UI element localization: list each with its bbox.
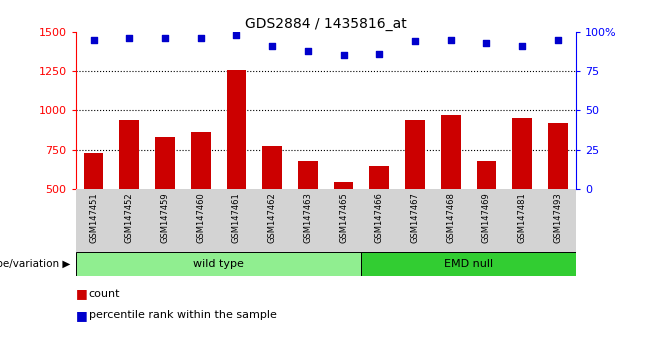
Text: GSM147467: GSM147467 — [411, 192, 420, 243]
Text: ■: ■ — [76, 309, 91, 321]
Text: GSM147463: GSM147463 — [303, 192, 313, 243]
Bar — [226, 70, 246, 189]
Point — [410, 39, 420, 44]
Title: GDS2884 / 1435816_at: GDS2884 / 1435816_at — [245, 17, 407, 31]
Point — [374, 51, 384, 57]
Text: EMD null: EMD null — [444, 259, 493, 269]
Bar — [84, 153, 103, 189]
Bar — [120, 120, 139, 189]
Point — [195, 35, 206, 41]
Point — [481, 40, 492, 46]
Text: GSM147459: GSM147459 — [161, 192, 170, 242]
Point — [267, 43, 278, 49]
Text: ■: ■ — [76, 287, 91, 300]
Text: GSM147469: GSM147469 — [482, 192, 491, 243]
Text: GSM147466: GSM147466 — [375, 192, 384, 243]
Text: percentile rank within the sample: percentile rank within the sample — [89, 310, 277, 320]
Text: GSM147462: GSM147462 — [268, 192, 276, 243]
Point — [445, 37, 456, 42]
Text: GSM147481: GSM147481 — [518, 192, 526, 243]
Bar — [263, 146, 282, 189]
Bar — [476, 161, 496, 189]
Bar — [334, 182, 353, 189]
Bar — [441, 115, 461, 189]
Text: GSM147452: GSM147452 — [125, 192, 134, 242]
Text: GSM147468: GSM147468 — [446, 192, 455, 243]
Text: GSM147451: GSM147451 — [89, 192, 98, 242]
Point — [303, 48, 313, 53]
Point — [517, 43, 528, 49]
Point — [124, 35, 134, 41]
Text: count: count — [89, 289, 120, 299]
Bar — [76, 252, 361, 276]
Bar — [361, 252, 576, 276]
Text: GSM147461: GSM147461 — [232, 192, 241, 243]
Point — [88, 37, 99, 42]
Point — [553, 37, 563, 42]
Bar — [191, 132, 211, 189]
Text: GSM147460: GSM147460 — [196, 192, 205, 243]
Point — [338, 53, 349, 58]
Bar — [370, 166, 389, 189]
Bar — [298, 161, 318, 189]
Point — [160, 35, 170, 41]
Bar — [548, 123, 568, 189]
Text: genotype/variation ▶: genotype/variation ▶ — [0, 259, 70, 269]
Bar — [155, 137, 175, 189]
Bar — [513, 118, 532, 189]
Text: GSM147465: GSM147465 — [339, 192, 348, 243]
Text: GSM147493: GSM147493 — [553, 192, 563, 243]
Point — [231, 32, 241, 38]
Bar — [405, 120, 425, 189]
Text: wild type: wild type — [193, 259, 244, 269]
